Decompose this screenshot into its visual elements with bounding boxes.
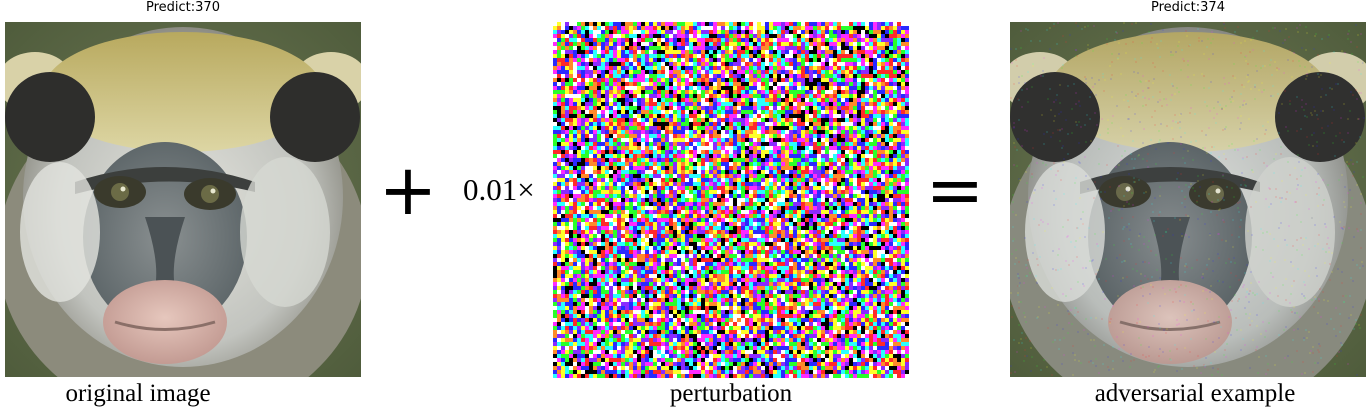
adversarial-monkey-image — [1010, 22, 1366, 377]
original-prediction-label: Predict:370 — [146, 0, 220, 15]
perturbation-noise-image — [553, 22, 909, 378]
original-image-caption: original image — [65, 380, 211, 407]
perturbation-scalar: 0.01× — [463, 172, 535, 207]
original-monkey-image — [5, 22, 361, 377]
adversarial-example-caption: adversarial example — [1094, 380, 1296, 407]
perturbation-caption: perturbation — [669, 380, 793, 407]
equals-operator: = — [925, 149, 985, 231]
adversarial-prediction-label: Predict:374 — [1151, 0, 1225, 15]
plus-operator: + — [378, 149, 438, 231]
